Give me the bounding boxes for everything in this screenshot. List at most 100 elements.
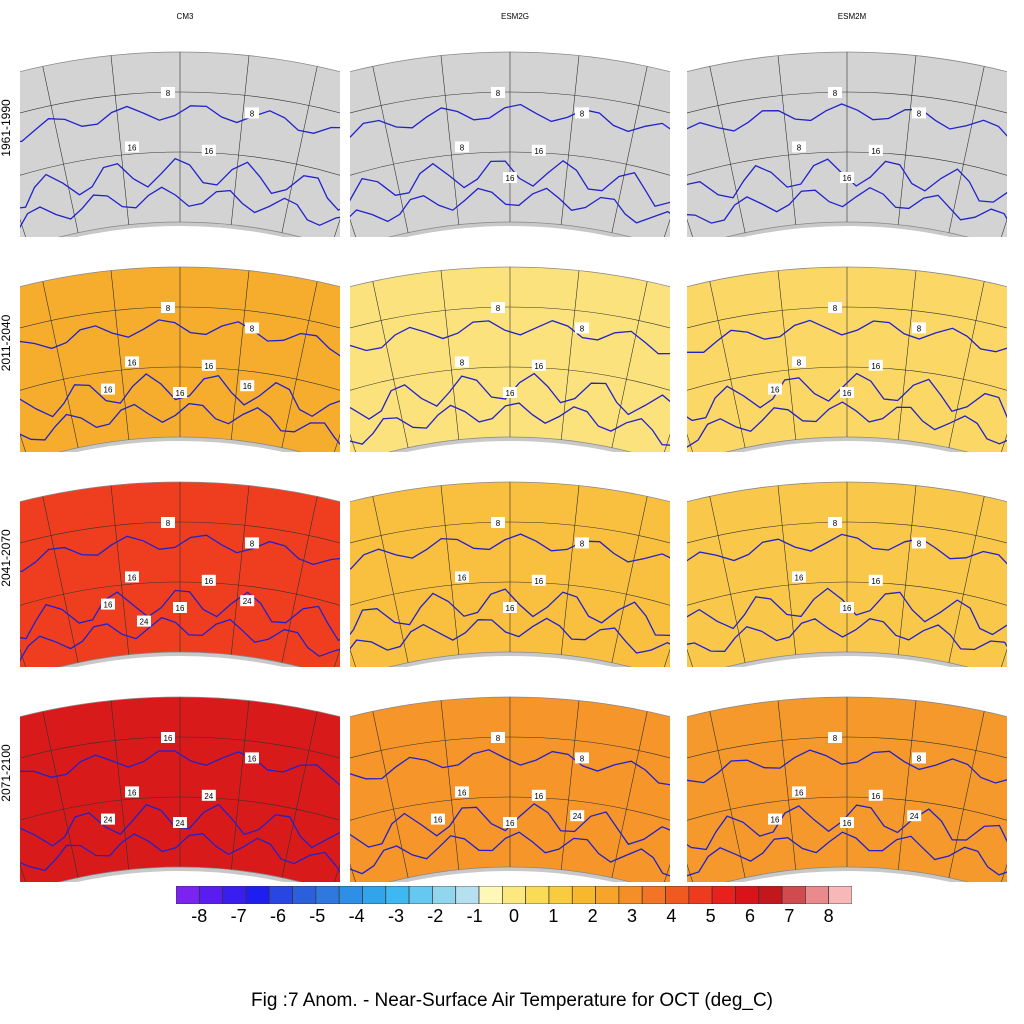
meridian-line: [328, 74, 340, 237]
parallel-line: [20, 796, 340, 835]
map-overlay: [20, 482, 340, 667]
contour-label: 8: [575, 537, 589, 549]
colorbar: [176, 886, 852, 904]
svg-text:16: 16: [534, 792, 543, 801]
map-panel: 8 8 16 16 16: [687, 452, 1007, 667]
meridian-line: [896, 482, 918, 665]
svg-text:16: 16: [771, 386, 780, 395]
meridian-line: [20, 74, 32, 237]
svg-text:24: 24: [243, 597, 252, 606]
parallel-line: [20, 91, 340, 134]
meridian-line: [370, 271, 411, 452]
contour-label: 8: [828, 87, 842, 98]
map-overlay: [350, 267, 670, 452]
colorbar-swatch: [268, 886, 293, 904]
colorbar-swatch: [222, 886, 247, 904]
colorbar-tick-label: -5: [309, 906, 326, 926]
isotherm-contour: [350, 103, 670, 166]
contour-label: 16: [201, 359, 216, 371]
contour-label: 16: [868, 359, 883, 371]
contour-label: 16: [101, 383, 115, 395]
parallel-line: [687, 366, 1007, 405]
row-label-2011-2040: 2011-2040: [0, 314, 13, 372]
svg-text:16: 16: [843, 819, 852, 828]
svg-text:8: 8: [496, 734, 501, 743]
colorbar-swatch: [805, 886, 830, 904]
colorbar-tick-label: -7: [230, 906, 247, 926]
contour-label: 8: [491, 87, 505, 98]
isotherm-contour: [350, 159, 670, 218]
colorbar-swatch: [641, 886, 666, 904]
colorbar-tick-label: -6: [269, 906, 286, 926]
colorbar-swatch: [688, 886, 713, 904]
meridian-line: [559, 267, 581, 450]
svg-text:16: 16: [204, 577, 213, 586]
contour-label: 16: [768, 383, 782, 395]
parallel-line: [687, 151, 1007, 190]
meridian-line: [279, 56, 320, 237]
contour-label: 16: [431, 813, 445, 825]
isotherm-contour: [350, 533, 670, 597]
colorbar-swatch: [501, 886, 527, 904]
svg-text:8: 8: [250, 539, 255, 548]
contour-label: 16: [792, 571, 806, 583]
isotherm-contour: [687, 533, 1007, 592]
svg-text:24: 24: [910, 812, 919, 821]
figure-caption: Fig :7 Anom. - Near-Surface Air Temperat…: [251, 990, 773, 1011]
colorbar-swatch: [711, 886, 736, 904]
contour-label: 16: [503, 387, 517, 398]
colorbar-swatch: [525, 886, 550, 904]
contour-label: 8: [161, 302, 175, 313]
svg-text:8: 8: [797, 358, 802, 367]
meridian-line: [370, 56, 411, 237]
parallel-line: [20, 306, 340, 349]
meridian-line: [995, 504, 1007, 667]
map-overlay: [20, 267, 340, 452]
parallel-line: [20, 366, 340, 405]
meridian-line: [687, 289, 699, 452]
contour-label: 16: [125, 786, 139, 798]
colorbar-tick-label: -8: [191, 906, 208, 926]
meridian-line: [559, 482, 581, 665]
contour-label: 16: [455, 786, 469, 798]
column-title-cm3: CM3: [176, 12, 194, 21]
contour-label: 8: [455, 356, 469, 368]
parallel-line: [350, 581, 670, 620]
contour-label: 16: [201, 144, 216, 156]
svg-text:16: 16: [843, 174, 852, 183]
parallel-line: [687, 581, 1007, 620]
parallel-line: [20, 736, 340, 779]
contour-label: 16: [768, 813, 782, 825]
isotherm-contour: [20, 833, 340, 882]
svg-text:8: 8: [496, 519, 501, 528]
contour-label: 8: [245, 537, 259, 549]
meridian-line: [20, 289, 32, 452]
contour-label: 16: [125, 141, 139, 153]
colorbar-tick-label: 7: [784, 906, 795, 926]
meridian-line: [109, 482, 131, 665]
colorbar-tick-label: 0: [508, 906, 519, 926]
svg-text:16: 16: [795, 788, 804, 797]
contour-label: 8: [912, 537, 926, 549]
svg-text:24: 24: [176, 819, 185, 828]
svg-text:24: 24: [204, 792, 213, 801]
svg-text:16: 16: [104, 386, 113, 395]
map-overlay: [350, 52, 670, 237]
contour-label: 8: [912, 752, 926, 764]
meridian-line: [776, 52, 798, 235]
colorbar-swatch: [781, 886, 806, 904]
map-svg: 8 8 8 16 16 16: [687, 266, 1007, 452]
map-svg: 8 8 16 16 16: [350, 481, 670, 667]
contour-label: 16: [245, 752, 259, 764]
contour-label: 16: [201, 574, 216, 586]
meridian-line: [559, 697, 581, 880]
contour-label: 16: [161, 732, 175, 743]
map-overlay: [350, 482, 670, 667]
colorbar-swatch: [548, 886, 573, 904]
meridian-line: [707, 486, 748, 667]
colorbar-tick-label: 3: [626, 906, 637, 926]
svg-text:24: 24: [104, 816, 113, 825]
svg-text:16: 16: [506, 174, 515, 183]
colorbar-tick-label: 5: [705, 906, 716, 926]
svg-text:16: 16: [871, 577, 880, 586]
